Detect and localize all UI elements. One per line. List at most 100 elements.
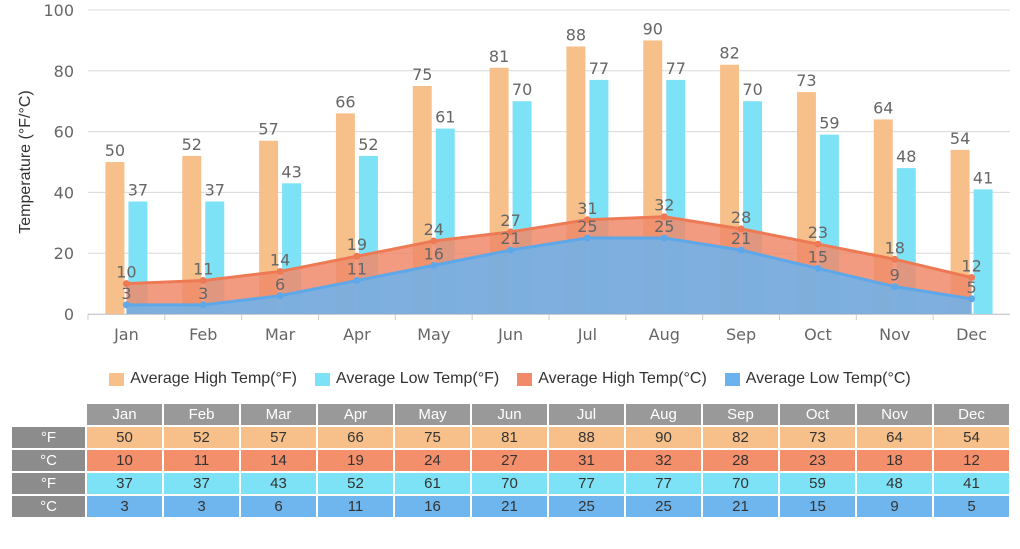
table-cell: 73: [780, 427, 855, 448]
x-tick-label: Jul: [577, 325, 597, 344]
bar-value-label: 37: [205, 181, 225, 200]
area-value-label: 3: [198, 284, 208, 303]
table-cell: 5: [934, 496, 1009, 517]
area-value-label: 31: [577, 199, 597, 218]
bar: [105, 162, 125, 314]
table-month-header: Apr: [318, 404, 393, 425]
table-cell: 61: [395, 473, 470, 494]
bar-value-label: 81: [489, 47, 509, 66]
legend-item[interactable]: Average Low Temp(°C): [724, 370, 911, 388]
table-cell: 9: [857, 496, 932, 517]
table-cell: 70: [472, 473, 547, 494]
table-month-header: Jan: [87, 404, 162, 425]
x-tick-label: Jan: [113, 325, 139, 344]
table-month-header: Nov: [857, 404, 932, 425]
table-cell: 57: [241, 427, 316, 448]
area-value-label: 3: [121, 284, 131, 303]
area-value-label: 18: [885, 238, 905, 257]
bar-value-label: 43: [281, 162, 301, 181]
bar-value-label: 64: [873, 98, 893, 117]
bar-value-label: 48: [896, 147, 916, 166]
area-point: [660, 213, 668, 221]
data-table: Jan Feb Mar Apr May Jun Jul Aug Sep Oct Nov Dec °F 5…: [10, 402, 1011, 519]
bar-value-label: 61: [435, 108, 455, 127]
area-value-label: 15: [808, 247, 828, 266]
bar-value-label: 90: [643, 19, 663, 38]
table-cell: 64: [857, 427, 932, 448]
area-point: [737, 246, 745, 254]
area-value-label: 21: [500, 229, 520, 248]
area-point: [430, 261, 438, 269]
x-tick-label: Apr: [343, 325, 371, 344]
bar-value-label: 41: [973, 168, 993, 187]
y-tick-label: 40: [54, 183, 74, 202]
area-value-label: 28: [731, 208, 751, 227]
table-cell: 25: [549, 496, 624, 517]
legend-item[interactable]: Average High Temp(°F): [109, 370, 297, 388]
table-cell: 15: [780, 496, 855, 517]
area-series: [122, 213, 976, 314]
table-month-header: Dec: [934, 404, 1009, 425]
y-axis-ticks: 0 20 40 60 80 100: [43, 1, 74, 324]
bar-value-label: 57: [258, 120, 278, 139]
area-value-label: 16: [424, 244, 444, 263]
data-labels: 50 52 57 66 75 81 88 90 82 73 64 54 37 37 43 52 61 70 77 77…: [105, 19, 994, 302]
y-tick-label: 80: [54, 62, 74, 81]
table-month-header: Jun: [472, 404, 547, 425]
area-point: [814, 240, 822, 248]
table-cell: 82: [703, 427, 778, 448]
area-value-label: 24: [424, 220, 444, 239]
area-value-label: 11: [347, 260, 367, 279]
table-cell: 90: [626, 427, 701, 448]
area-value-label: 25: [577, 217, 597, 236]
table-cell: 52: [164, 427, 239, 448]
bar-value-label: 82: [719, 44, 739, 63]
y-tick-label: 60: [54, 123, 74, 142]
legend-swatch: [517, 372, 533, 386]
legend-swatch: [315, 372, 330, 386]
table-cell: 37: [164, 473, 239, 494]
legend: Average High Temp(°F) Average Low Temp(°F…: [0, 366, 1020, 392]
bar: [259, 140, 279, 314]
table-cell: 23: [780, 450, 855, 471]
legend-label: Average High Temp(°C): [538, 370, 707, 387]
legend-item[interactable]: Average Low Temp(°F): [315, 370, 499, 388]
y-tick-label: 100: [43, 1, 74, 20]
table-row-unit: °F: [12, 427, 85, 448]
table-cell: 16: [395, 496, 470, 517]
area-point: [968, 295, 976, 303]
table-cell: 48: [857, 473, 932, 494]
y-tick-label: 20: [54, 244, 74, 263]
area-point: [122, 301, 130, 309]
table-cell: 3: [87, 496, 162, 517]
area-point: [968, 274, 976, 282]
legend-swatch: [724, 372, 740, 386]
table-cell: 10: [87, 450, 162, 471]
table-month-header: Feb: [164, 404, 239, 425]
table-row: °F 37 37 43 52 61 70 77 77 70 59 48 41: [12, 473, 1009, 494]
table-cell: 28: [703, 450, 778, 471]
temperature-chart: 0 20 40 60 80 100 50 52 57 66 75 81 88 90 82 73 64 54 37 3…: [17, 1, 1010, 344]
x-tick-label: May: [417, 325, 450, 344]
x-tick-label: Oct: [804, 325, 832, 344]
area-point: [353, 277, 361, 285]
legend-item[interactable]: Average High Temp(°C): [517, 370, 707, 388]
bar-value-label: 70: [742, 80, 762, 99]
table-cell: 77: [549, 473, 624, 494]
area-point: [583, 234, 591, 242]
area-value-label: 11: [193, 260, 213, 279]
area-value-label: 21: [731, 229, 751, 248]
area-point: [122, 280, 130, 288]
table-cell: 43: [241, 473, 316, 494]
table-cell: 52: [318, 473, 393, 494]
legend-label: Average Low Temp(°C): [745, 370, 911, 387]
area-fill: [126, 238, 972, 314]
table-cell: 66: [318, 427, 393, 448]
bar-value-label: 75: [412, 65, 432, 84]
area-line: [126, 215, 972, 286]
area-point: [430, 237, 438, 245]
table-cell: 21: [703, 496, 778, 517]
table-cell: 18: [857, 450, 932, 471]
table-cell: 19: [318, 450, 393, 471]
table-cell: 37: [87, 473, 162, 494]
